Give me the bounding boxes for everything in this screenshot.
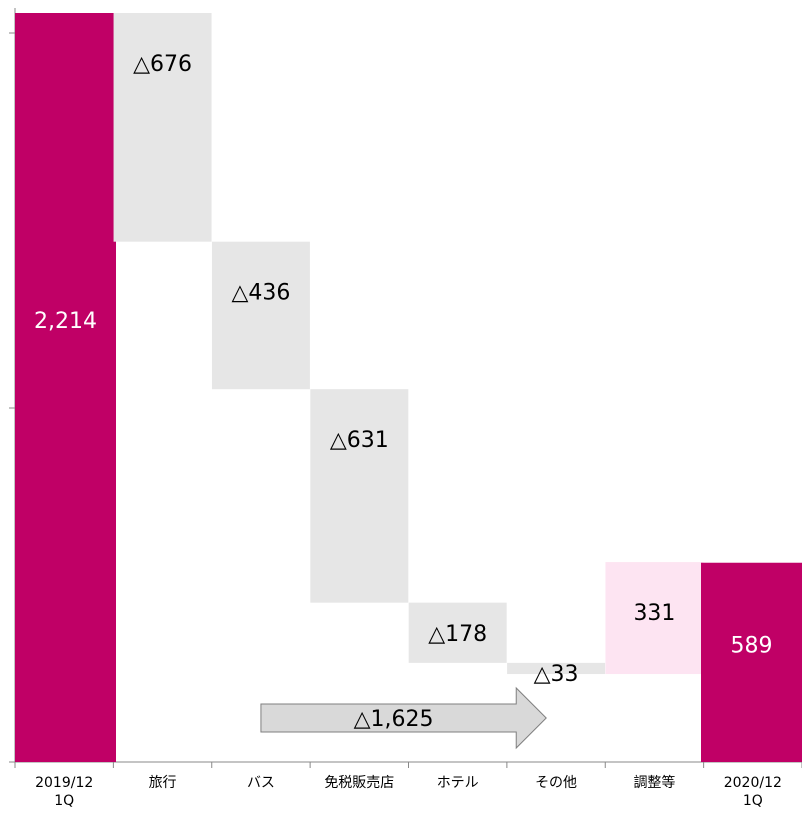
bar-total	[15, 13, 116, 762]
bar-increase	[605, 562, 704, 675]
bars-layer	[15, 13, 802, 762]
bar-value-label: △178	[428, 622, 487, 647]
bar-value-label: 589	[731, 633, 773, 658]
bar-value-label: △33	[534, 662, 579, 687]
category-label: 免税販売店	[324, 775, 394, 791]
bar-value-label: 331	[633, 601, 675, 626]
category-label: 2019/12 1Q	[35, 775, 93, 809]
category-label: その他	[535, 775, 577, 791]
category-label: 2020/12 1Q	[724, 775, 782, 809]
bar-value-label: 2,214	[34, 309, 97, 334]
bar-decrease	[507, 662, 606, 675]
total-change-arrow	[260, 686, 547, 750]
bar-decrease	[310, 389, 409, 603]
category-labels: 2019/12 1Q 旅行 バス 免税販売店 ホテル その他 調整等 2020/12 1Q	[35, 774, 782, 809]
arrow-layer: △1,625	[260, 686, 547, 750]
category-label: 調整等	[633, 774, 675, 791]
bar-value-label: △676	[133, 52, 192, 77]
bar-total	[701, 562, 802, 762]
bar-value-label: △436	[231, 281, 290, 306]
bar-decrease	[211, 241, 310, 390]
category-label: ホテル	[437, 775, 479, 791]
bar-value-label: △631	[330, 428, 389, 453]
category-label: バス	[247, 775, 275, 791]
category-label: 旅行	[149, 775, 177, 791]
total-change-label: △1,625	[354, 707, 434, 732]
labels-layer: 2,214 △676 △436 △631 △178 △33 331 589	[34, 52, 772, 687]
bar-decrease	[113, 13, 212, 242]
bar-decrease	[408, 602, 507, 663]
